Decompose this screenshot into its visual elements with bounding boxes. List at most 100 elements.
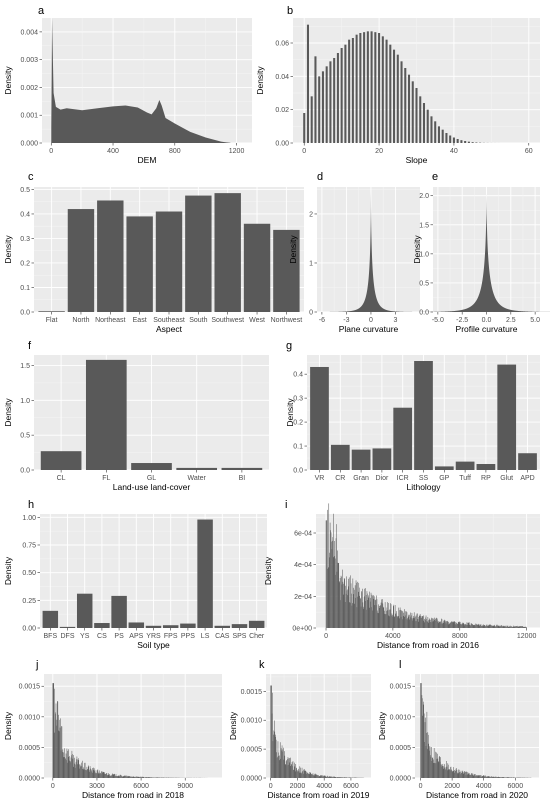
y-tick-label: 0.0015	[390, 684, 412, 691]
y-tick-label: 0.5	[20, 187, 30, 194]
x-tick-label: CL	[57, 475, 66, 482]
bar	[385, 39, 388, 143]
y-tick-label: 0.0005	[390, 745, 412, 752]
bar	[128, 622, 145, 628]
bar	[243, 223, 271, 312]
x-tick-label: 6000	[343, 783, 359, 790]
panel-l: 0.0000 0.0005 0.0010 0.0015 0 2000 4000 6000Dis…	[377, 659, 539, 800]
y-axis-title: Density	[412, 235, 422, 264]
x-tick-label: LS	[201, 633, 210, 640]
bar	[348, 39, 351, 143]
y-tick-label: 0.5	[20, 433, 30, 440]
x-tick-label: 3000	[89, 783, 105, 790]
y-tick-label: 0.0000	[390, 776, 412, 783]
bar	[310, 96, 313, 143]
y-tick-label: 6e-04	[294, 531, 312, 538]
panel-c: 0.0 0.1 0.2 0.3 0.4 0.5 Flat North Northeast East…	[3, 171, 304, 334]
bar	[455, 461, 475, 470]
y-tick-label: 0.5	[419, 280, 429, 287]
panel-label: l	[399, 659, 401, 671]
x-tick-label: SS	[419, 475, 429, 482]
panel-label: c	[28, 171, 34, 183]
panel-label: h	[28, 499, 34, 511]
x-tick-label: 0	[324, 633, 328, 640]
bar	[441, 129, 444, 143]
x-tick-label: 8000	[452, 633, 468, 640]
panel-a: 0.000 0.001 0.002 0.003 0.004 0 400 800 1200 DEM D…	[3, 5, 252, 165]
x-axis-title: Distance from road in 2018	[82, 790, 184, 800]
bar	[344, 44, 347, 143]
x-tick-label: 6000	[133, 783, 149, 790]
x-tick-label: FPS	[164, 633, 178, 640]
x-tick-label: 0	[51, 783, 55, 790]
y-tick-label: 0.0015	[19, 684, 41, 691]
bar	[180, 623, 196, 628]
bar	[185, 195, 212, 312]
bar	[303, 113, 306, 143]
y-tick-label: 0.4	[293, 372, 303, 379]
y-tick-label: 0.0	[20, 468, 30, 475]
y-tick-label: 0	[309, 310, 313, 317]
y-tick-label: 0.00	[22, 626, 36, 633]
x-tick-label: 0.0	[482, 317, 492, 324]
y-tick-label: 0.000	[20, 141, 38, 148]
y-tick-label: 2.0	[419, 193, 429, 200]
x-tick-label: 4000	[316, 783, 332, 790]
bar	[419, 96, 422, 143]
bar	[321, 71, 324, 143]
bar	[59, 626, 76, 628]
x-axis-title: Distance from road in 2016	[377, 640, 479, 650]
y-axis-title: Density	[3, 398, 13, 427]
bar	[85, 359, 127, 470]
x-axis-title: Plane curvature	[339, 324, 399, 334]
y-tick-label: 1.00	[22, 515, 36, 522]
y-tick-label: 0.04	[275, 74, 289, 81]
x-tick-label: CR	[335, 475, 345, 482]
density-peak	[419, 192, 550, 312]
bar	[131, 463, 172, 470]
bar	[97, 200, 124, 312]
bar	[162, 625, 179, 628]
panel-e: 0.0 0.5 1.0 1.5 2.0 -5.0 -2.5 0.0 2.5 5.0 Profile …	[412, 171, 550, 334]
panel-h: 0.00 0.25 0.50 0.75 1.00 BFS DFS YS CS PS APS YRS FP…	[3, 499, 267, 650]
x-tick-label: Southeast	[153, 317, 185, 324]
x-tick-label: GP	[439, 475, 449, 482]
x-tick-label: CS	[97, 633, 107, 640]
x-axis-title: Distance from road in 2019	[267, 790, 369, 800]
bar	[197, 519, 213, 628]
y-tick-label: 0.2	[293, 420, 303, 427]
x-tick-label: East	[133, 317, 147, 324]
x-tick-label: West	[249, 317, 265, 324]
bar	[422, 103, 426, 143]
panel-label: a	[38, 5, 45, 17]
bar	[329, 61, 332, 144]
panel-label: f	[28, 340, 32, 352]
y-tick-label: 0.0015	[241, 689, 263, 696]
density-area	[51, 18, 231, 143]
x-tick-label: Water	[187, 475, 206, 482]
y-axis-title: Density	[377, 711, 387, 740]
x-tick-label: Glut	[500, 475, 513, 482]
x-tick-label: -3	[343, 317, 349, 324]
y-tick-label: 0.25	[22, 598, 36, 605]
bar	[330, 444, 350, 470]
x-axis-title: Soil type	[137, 640, 170, 650]
y-tick-label: 0.3	[293, 396, 303, 403]
x-tick-label: Gran	[353, 475, 369, 482]
y-tick-label: 1.0	[419, 251, 429, 258]
y-tick-label: 0.001	[20, 113, 38, 120]
x-tick-label: ICR	[397, 475, 409, 482]
x-tick-label: 2000	[290, 783, 306, 790]
bar	[111, 595, 127, 628]
y-tick-label: 0.0	[20, 310, 30, 317]
bar	[38, 311, 65, 312]
y-tick-label: 0.003	[20, 57, 38, 64]
y-tick-label: 0.75	[22, 542, 36, 549]
bar	[363, 32, 366, 143]
bar	[42, 610, 59, 628]
panel-label: e	[432, 171, 438, 183]
bar	[155, 211, 183, 312]
x-tick-label: YRS	[146, 633, 161, 640]
